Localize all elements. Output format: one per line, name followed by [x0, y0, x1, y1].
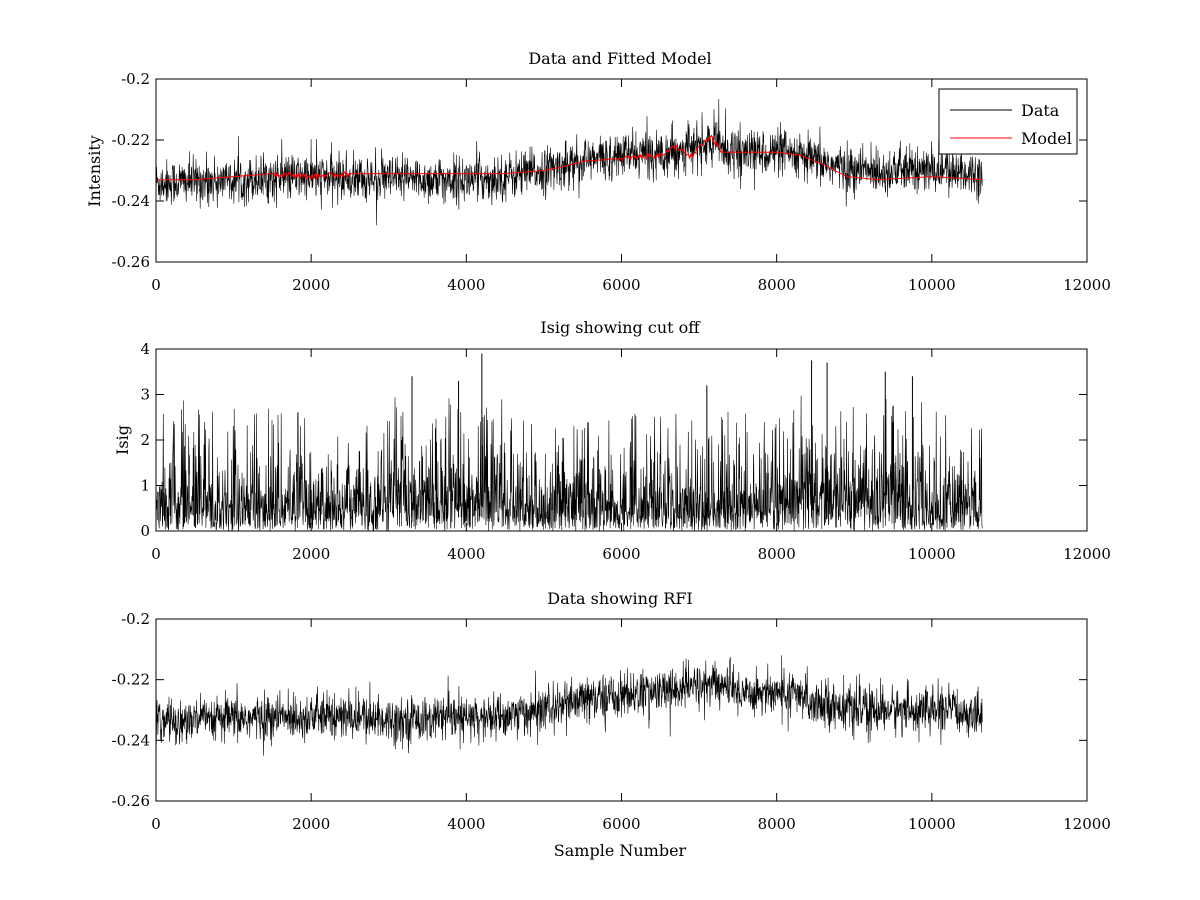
y-tick-label: 4	[140, 340, 150, 358]
subplot-3-xlabel: Sample Number	[554, 841, 687, 860]
y-tick-label: 0	[140, 522, 150, 540]
y-tick-label: -0.2	[121, 70, 150, 88]
subplot-1-ylabel: Intensity	[85, 135, 104, 207]
subplot-3-axes: 0 2000 4000 6000 8000 10000 12000 -0.26 -0.24 -0.…	[112, 610, 1111, 833]
x-tick-label: 6000	[602, 545, 640, 563]
y-tick-label: -0.22	[112, 671, 150, 689]
subplot-3-data-series	[155, 655, 983, 756]
y-tick-label: -0.26	[112, 253, 150, 271]
model-line	[156, 134, 983, 181]
legend-model-label: Model	[1021, 129, 1072, 148]
x-tick-label: 10000	[908, 815, 956, 833]
subplot-1-title: Data and Fitted Model	[528, 49, 711, 68]
subplot-1-legend: Data Model	[938, 88, 1078, 155]
data-line	[155, 655, 983, 756]
x-tick-label: 2000	[292, 545, 330, 563]
x-tick-label: 10000	[908, 545, 956, 563]
subplot-1: Data and Fitted Model Intensity 0 2000 400…	[85, 49, 1111, 294]
isig-line	[155, 395, 983, 532]
x-tick-label: 2000	[292, 815, 330, 833]
x-tick-label: 4000	[447, 815, 485, 833]
legend-box	[938, 88, 1078, 155]
x-tick-label: 12000	[1063, 545, 1111, 563]
subplot-1-model-series	[156, 134, 983, 181]
y-tick-label: -0.2	[121, 610, 150, 628]
x-tick-label: 8000	[758, 815, 796, 833]
x-tick-label: 0	[151, 276, 161, 294]
y-tick-label: -0.24	[112, 192, 150, 210]
subplot-1-axes: 0 2000 4000 6000 8000 10000 12000 -0.26 -0.24 -0.…	[112, 70, 1111, 294]
subplot-2-axes: 0 2000 4000 6000 8000 10000 12000 0 1 2 3 4	[140, 340, 1110, 563]
subplot-2: Isig showing cut off Isig 0 2000 4000 6000 8…	[113, 318, 1111, 563]
subplot-3: Data showing RFI Sample Number 0 2000 4000…	[112, 589, 1111, 860]
x-tick-label: 6000	[602, 815, 640, 833]
x-tick-label: 2000	[292, 276, 330, 294]
subplot-3-title: Data showing RFI	[547, 589, 692, 608]
x-tick-label: 0	[151, 815, 161, 833]
subplot-2-ylabel: Isig	[113, 425, 132, 455]
y-tick-label: 2	[140, 431, 150, 449]
y-tick-label: 1	[140, 477, 150, 495]
x-tick-label: 0	[151, 545, 161, 563]
x-tick-label: 4000	[447, 276, 485, 294]
x-tick-label: 4000	[447, 545, 485, 563]
subplot-2-title: Isig showing cut off	[540, 318, 701, 337]
y-tick-label: -0.24	[112, 731, 150, 749]
x-tick-label: 8000	[758, 276, 796, 294]
subplot-2-isig-series	[155, 353, 983, 532]
x-tick-label: 12000	[1063, 276, 1111, 294]
legend-data-label: Data	[1021, 101, 1060, 120]
x-tick-label: 10000	[908, 276, 956, 294]
x-tick-label: 12000	[1063, 815, 1111, 833]
y-tick-label: 3	[140, 386, 150, 404]
x-tick-label: 6000	[602, 276, 640, 294]
y-tick-label: -0.22	[112, 131, 150, 149]
x-tick-label: 8000	[758, 545, 796, 563]
y-tick-label: -0.26	[112, 792, 150, 810]
